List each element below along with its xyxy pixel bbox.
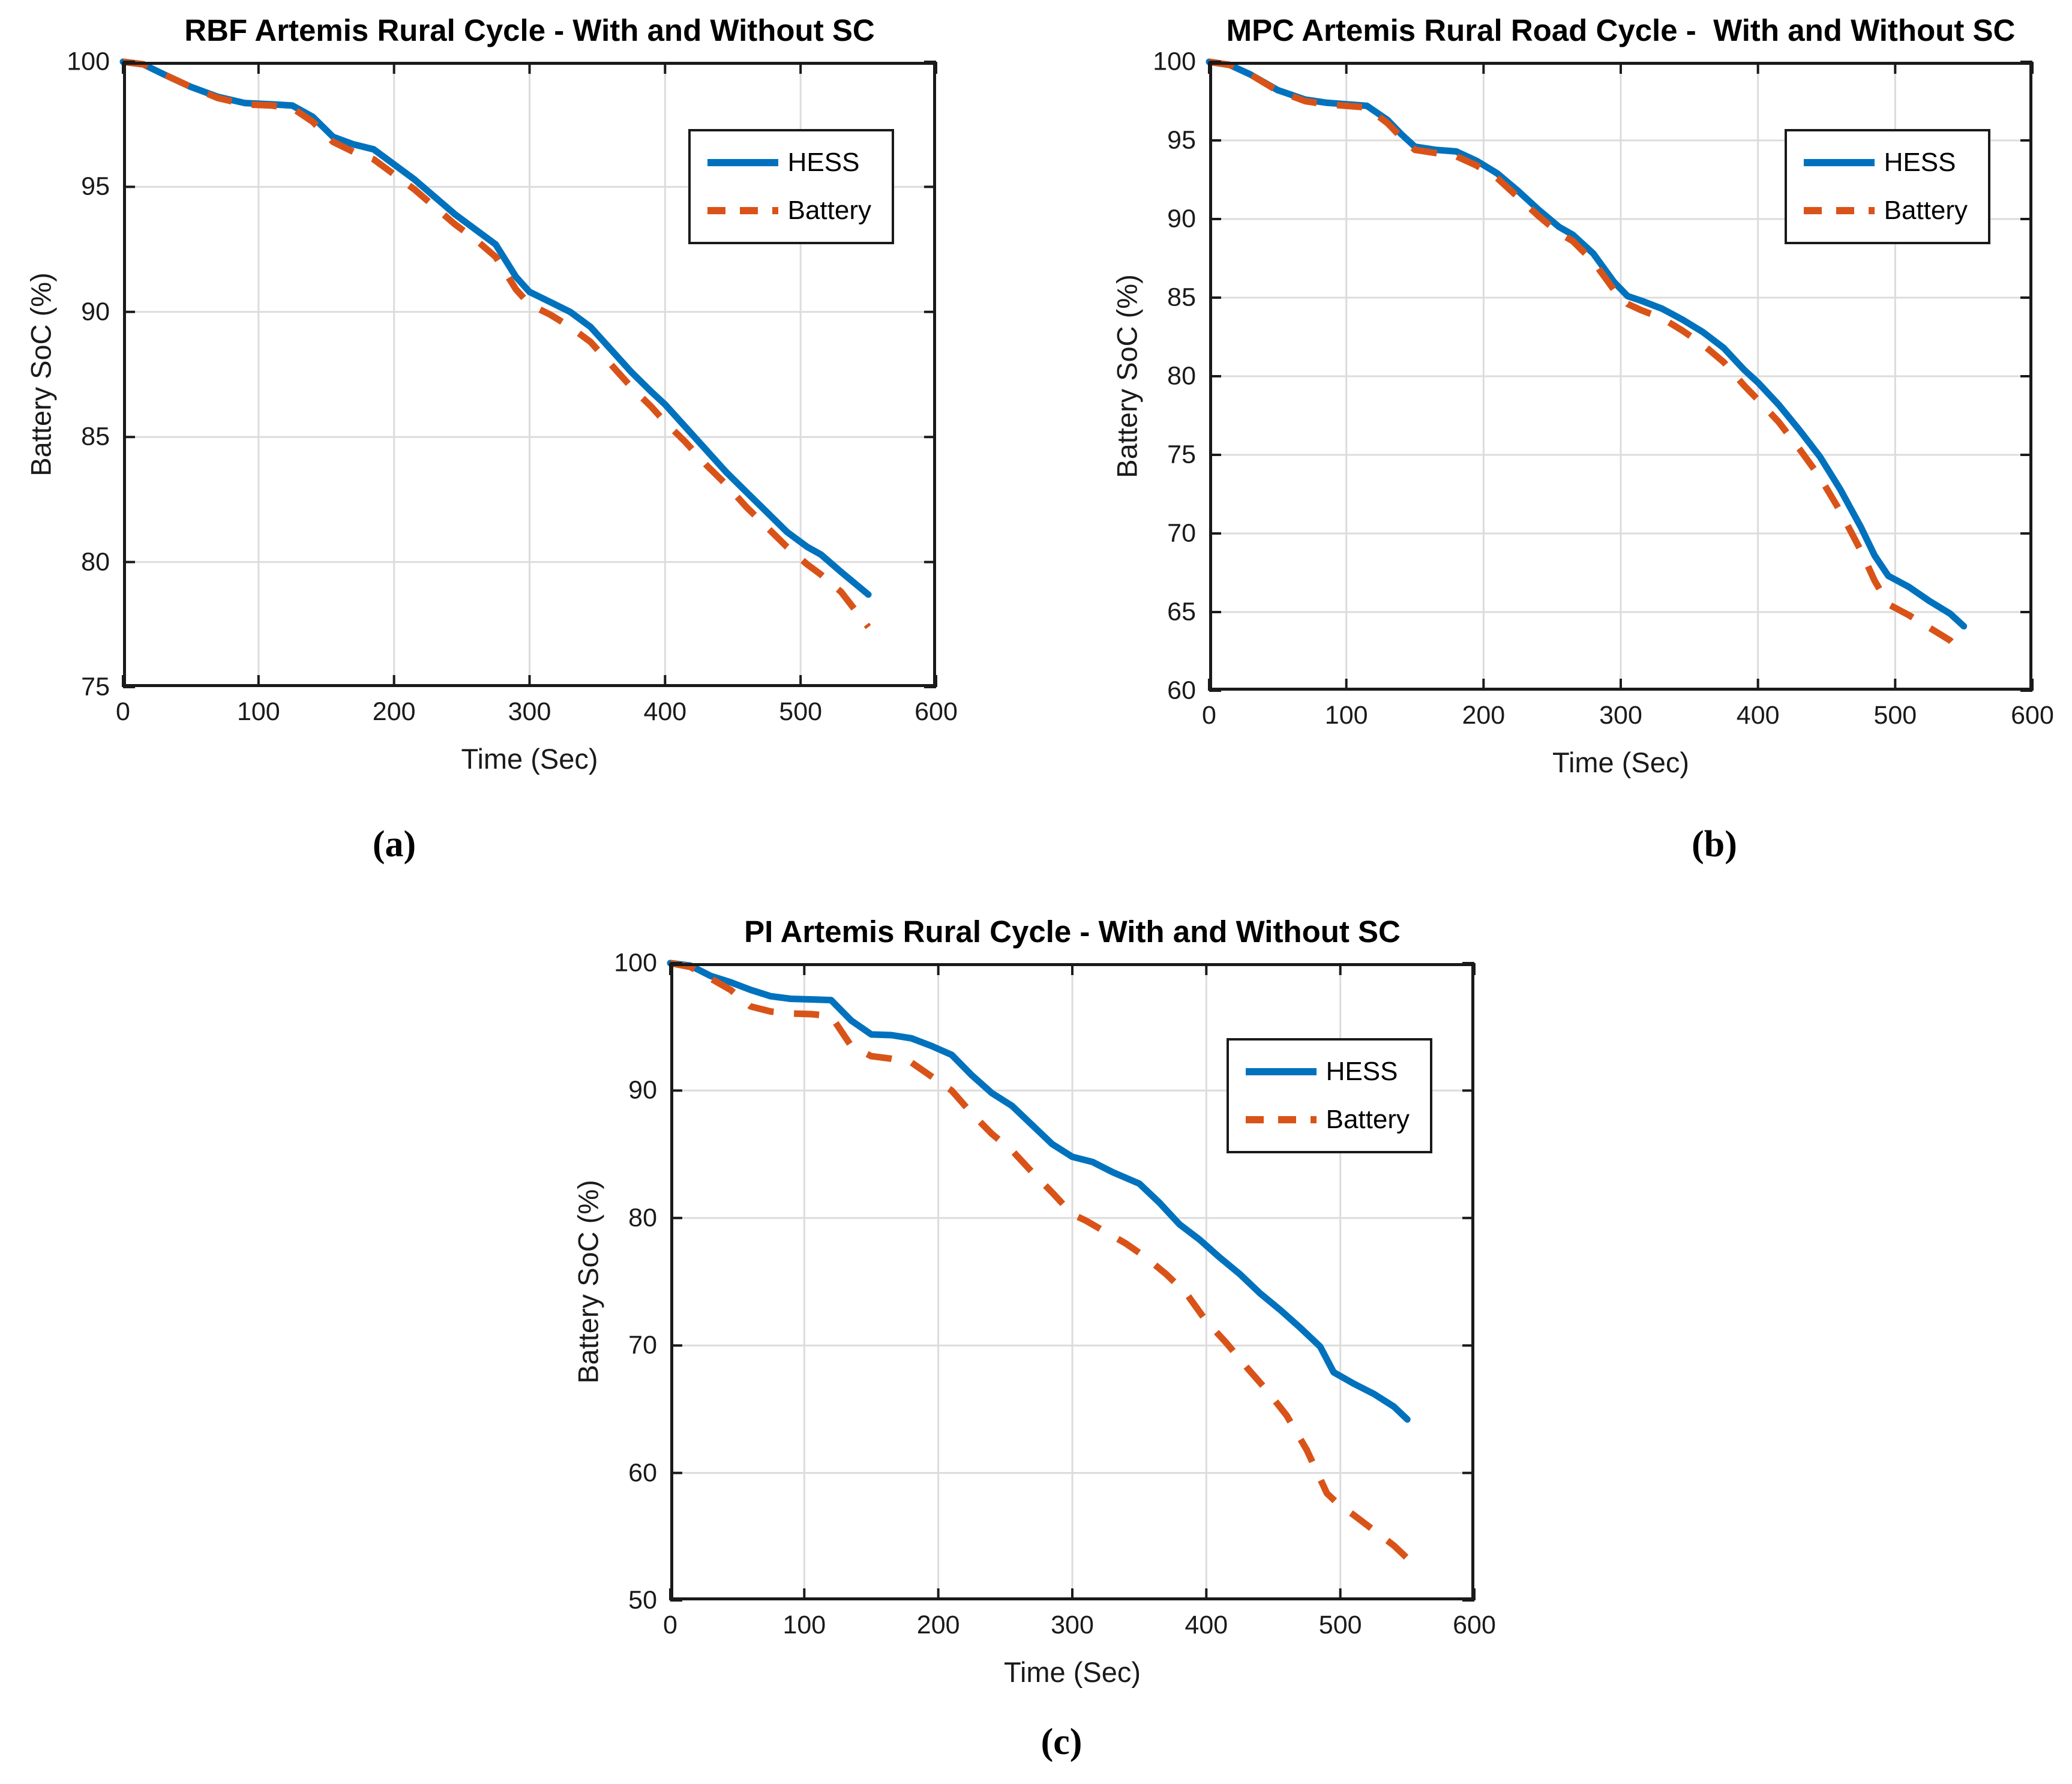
- solid-line-icon: [1803, 158, 1876, 167]
- x-tick-label: 0: [663, 1611, 677, 1639]
- plot-area-c: [667, 960, 1476, 1602]
- x-tick-label: 100: [236, 697, 280, 726]
- y-tick-label: 70: [1167, 518, 1196, 548]
- series-line-hess: [667, 960, 1411, 1423]
- legend-item-battery: Battery: [1245, 1107, 1410, 1133]
- y-tick-label: 100: [1153, 47, 1196, 76]
- x-tick-label: 300: [508, 697, 551, 726]
- x-axis-label-c: Time (Sec): [1003, 1656, 1141, 1688]
- legend-label-hess: HESS: [787, 148, 860, 177]
- series-line-battery: [122, 58, 871, 629]
- legend-item-hess: HESS: [706, 149, 871, 176]
- chart-panel-a: RBF Artemis Rural Cycle - With and Witho…: [25, 13, 958, 775]
- y-tick-label: 60: [1167, 676, 1196, 705]
- legend-c: HESS Battery: [1226, 1038, 1432, 1153]
- chart-title-c: PI Artemis Rural Cycle - With and Withou…: [744, 915, 1401, 949]
- x-tick-label: 100: [1324, 701, 1368, 730]
- legend-item-battery: Battery: [1803, 197, 1968, 224]
- legend-label-battery: Battery: [1326, 1105, 1410, 1134]
- x-tick-label: 500: [779, 697, 823, 726]
- legend-label-battery: Battery: [1884, 196, 1968, 225]
- plot-area-a: [119, 58, 937, 688]
- solid-line-icon: [1245, 1067, 1318, 1077]
- y-tick-label: 90: [81, 297, 110, 326]
- x-tick-label: 0: [1202, 701, 1216, 730]
- y-tick-label: 95: [1167, 125, 1196, 155]
- legend-label-hess: HESS: [1326, 1057, 1398, 1086]
- x-tick-label: 600: [914, 697, 958, 726]
- dashed-line-icon: [1803, 206, 1876, 215]
- y-axis-label-c: Battery SoC (%): [572, 1180, 604, 1384]
- solid-line-icon: [706, 158, 779, 167]
- legend-label-hess: HESS: [1884, 148, 1956, 177]
- x-tick-label: 300: [1051, 1611, 1094, 1639]
- x-tick-label: 600: [1453, 1611, 1496, 1639]
- x-tick-label: 600: [2011, 701, 2054, 730]
- y-tick-label: 90: [628, 1075, 657, 1105]
- x-tick-label: 500: [1318, 1611, 1362, 1639]
- chart-title-b: MPC Artemis Rural Road Cycle - With and …: [1226, 13, 2016, 47]
- y-tick-label: 85: [81, 422, 110, 451]
- legend-item-hess: HESS: [1245, 1059, 1410, 1085]
- legend-item-hess: HESS: [1803, 149, 1968, 176]
- legend-item-battery: Battery: [706, 197, 871, 224]
- y-tick-label: 75: [81, 672, 110, 701]
- x-tick-label: 400: [1736, 701, 1780, 730]
- dashed-line-icon: [1245, 1115, 1318, 1125]
- y-tick-label: 80: [81, 547, 110, 577]
- chart-panel-b: MPC Artemis Rural Road Cycle - With and …: [1111, 13, 2054, 778]
- series-line-battery: [1209, 58, 1966, 657]
- y-tick-label: 50: [628, 1585, 657, 1615]
- subfigure-caption-b: (b): [1692, 824, 1737, 865]
- x-axis-label-b: Time (Sec): [1552, 746, 1690, 778]
- y-tick-label: 100: [614, 948, 657, 978]
- x-tick-label: 200: [1462, 701, 1506, 730]
- plot-area-b: [1206, 58, 2034, 692]
- legend-label-battery: Battery: [787, 196, 871, 225]
- y-tick-label: 80: [628, 1203, 657, 1233]
- legend-a: HESS Battery: [688, 129, 894, 244]
- y-tick-label: 65: [1167, 597, 1196, 626]
- y-tick-label: 90: [1167, 204, 1196, 233]
- y-tick-label: 100: [67, 47, 110, 76]
- x-tick-label: 500: [1873, 701, 1917, 730]
- subfigure-caption-c: (c): [1041, 1722, 1083, 1762]
- y-tick-label: 85: [1167, 283, 1196, 312]
- y-tick-label: 80: [1167, 361, 1196, 391]
- y-axis-label-b: Battery SoC (%): [1111, 274, 1143, 478]
- chart-title-a: RBF Artemis Rural Cycle - With and Witho…: [184, 13, 875, 47]
- x-tick-label: 300: [1599, 701, 1642, 730]
- subfigure-caption-a: (a): [372, 824, 416, 865]
- legend-b: HESS Battery: [1784, 129, 1990, 244]
- x-tick-label: 400: [643, 697, 687, 726]
- x-axis-label-a: Time (Sec): [461, 743, 598, 775]
- x-tick-label: 0: [116, 697, 130, 726]
- y-tick-label: 70: [628, 1330, 657, 1360]
- x-tick-label: 100: [782, 1611, 826, 1639]
- y-tick-label: 95: [81, 172, 110, 201]
- x-tick-label: 200: [372, 697, 416, 726]
- series-line-battery: [669, 960, 1410, 1561]
- x-tick-label: 200: [916, 1611, 960, 1639]
- dashed-line-icon: [706, 206, 779, 215]
- x-tick-label: 400: [1185, 1611, 1228, 1639]
- y-tick-label: 75: [1167, 440, 1196, 469]
- chart-panel-c: PI Artemis Rural Cycle - With and Withou…: [572, 915, 1496, 1688]
- y-axis-label-a: Battery SoC (%): [25, 272, 57, 476]
- y-tick-label: 60: [628, 1458, 657, 1488]
